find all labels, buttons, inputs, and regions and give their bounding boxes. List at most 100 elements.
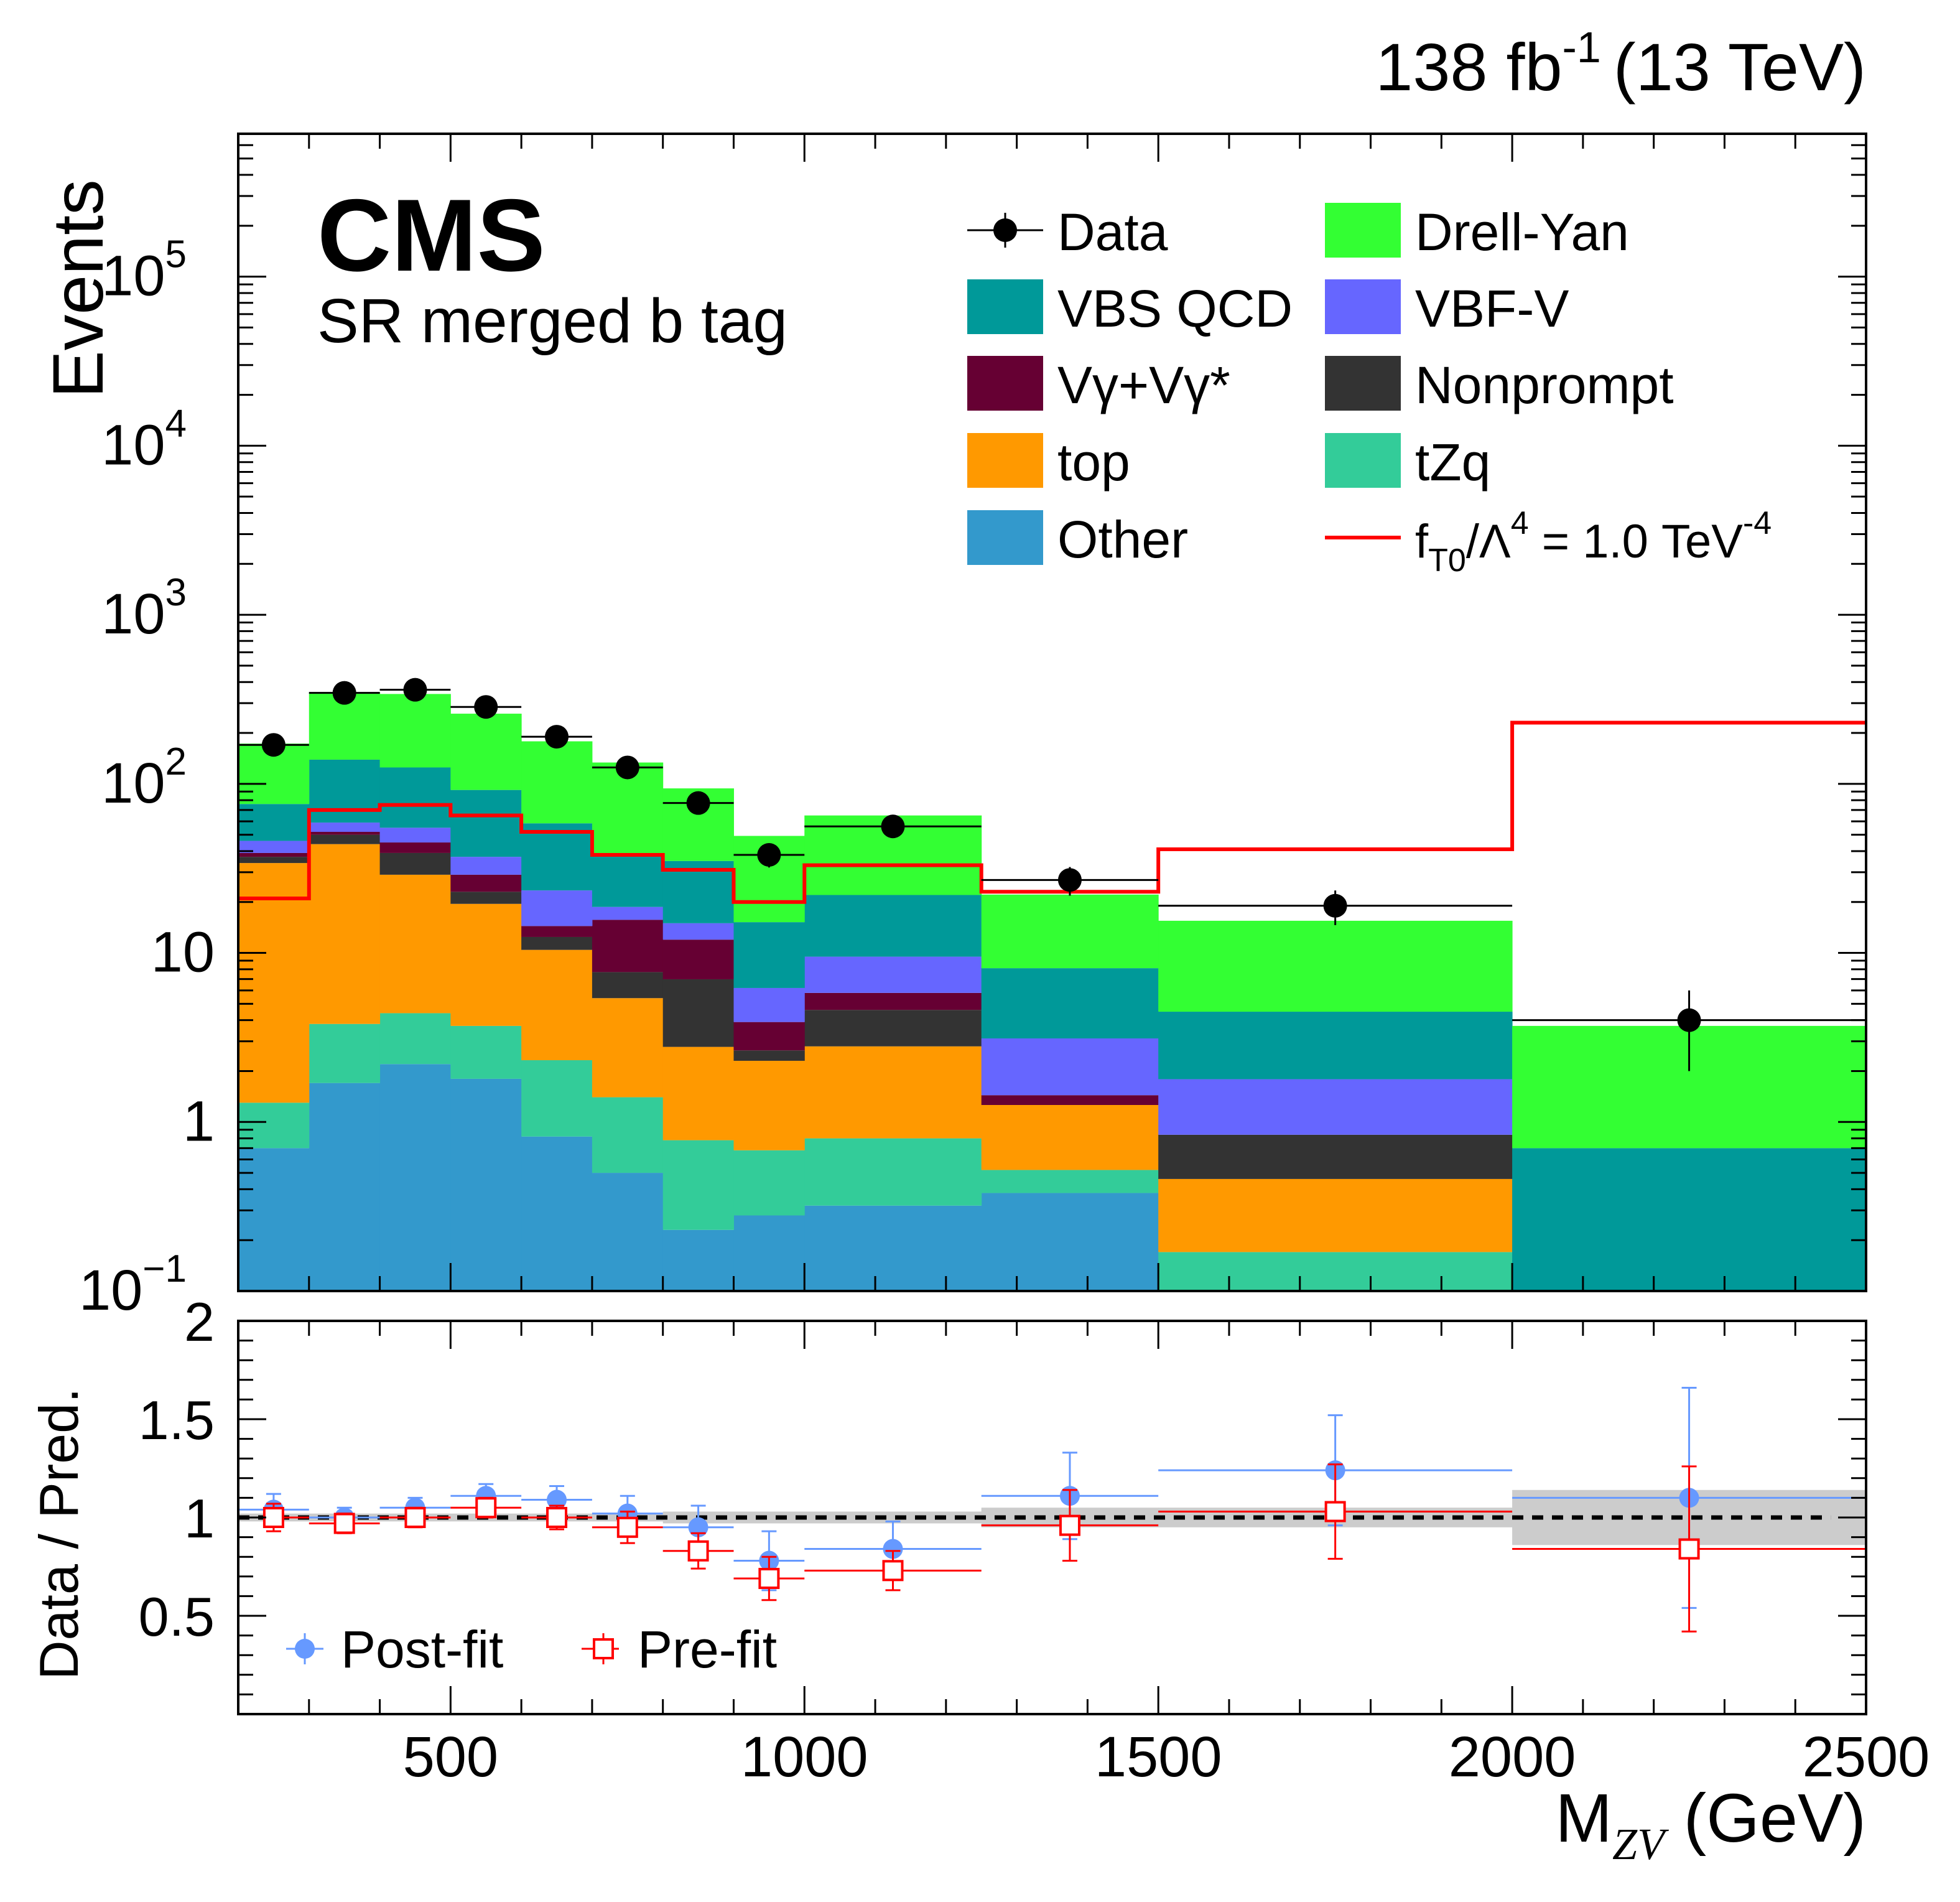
legend-top: Data Drell-Yan VBS QCD VBF-V Vγ+Vγ* Nonprompt… xyxy=(967,203,1772,579)
legend-bsm-label: fT0/Λ4 = 1.0 TeV-4 xyxy=(1415,505,1772,579)
legend-bsm-label-part-2: /Λ xyxy=(1466,515,1511,568)
data-point-6 xyxy=(686,791,710,815)
bar-nonprompt-bin-0 xyxy=(238,857,310,864)
bar-top-bin-0 xyxy=(238,863,310,1103)
top-ytick-label-1: 1 xyxy=(183,1089,215,1153)
pre-fit-point-11 xyxy=(1678,1538,1700,1560)
bar-tzq-bin-2 xyxy=(379,1013,451,1065)
top-ytick-label-2: 10 xyxy=(151,921,215,984)
data-point-3 xyxy=(474,695,498,719)
top-ytick-label-5: 104 xyxy=(101,402,187,477)
bar-vbf-v-bin-1 xyxy=(309,823,381,832)
bar-top-bin-2 xyxy=(379,874,451,1014)
legend-tzq-label: tZq xyxy=(1415,433,1490,492)
bar-vbf-v-bin-4 xyxy=(521,890,593,926)
bar-vbs-qcd-bin-2 xyxy=(379,767,451,828)
legend-pre-fit-marker xyxy=(593,1638,614,1659)
bar-vbs-qcd-bin-4 xyxy=(521,823,593,891)
bar-top-bin-6 xyxy=(662,1047,734,1140)
bar-v-v-bin-6 xyxy=(662,939,734,979)
bar-nonprompt-bin-6 xyxy=(662,979,734,1047)
bar-tzq-bin-0 xyxy=(238,1103,310,1149)
pre-fit-point-2 xyxy=(404,1507,426,1528)
bar-top-bin-4 xyxy=(521,949,593,1060)
bar-vbs-qcd-bin-5 xyxy=(592,853,664,907)
pre-fit-point-9 xyxy=(1059,1514,1080,1536)
bar-tzq-bin-10 xyxy=(1158,1252,1513,1291)
legend-v-v-swatch xyxy=(967,356,1043,411)
bar-v-v-bin-5 xyxy=(592,920,664,972)
bar-v-v-bin-4 xyxy=(521,926,593,937)
xtick-label-2: 1500 xyxy=(1095,1725,1222,1789)
bar-drell-yan-bin-3 xyxy=(450,714,522,790)
legend-vbf-v-label: VBF-V xyxy=(1415,279,1569,338)
experiment-label: CMS xyxy=(317,178,546,292)
bar-nonprompt-bin-8 xyxy=(804,1010,982,1047)
bar-other-bin-9 xyxy=(981,1193,1159,1291)
bar-other-bin-5 xyxy=(592,1173,664,1291)
data-point-1 xyxy=(332,681,356,705)
pre-fit-point-3 xyxy=(475,1497,497,1519)
bar-tzq-bin-9 xyxy=(981,1170,1159,1193)
bar-other-bin-6 xyxy=(662,1229,734,1291)
bar-other-bin-1 xyxy=(309,1083,381,1291)
top-ytick-label-3: 102 xyxy=(101,740,187,815)
top-ytick-label-4: 103 xyxy=(101,571,187,646)
data-point-8 xyxy=(881,814,905,839)
data-point-5 xyxy=(615,755,639,780)
bar-v-v-bin-9 xyxy=(981,1095,1159,1105)
xtick-label-3: 2000 xyxy=(1449,1725,1576,1789)
bar-vbf-v-bin-5 xyxy=(592,907,664,920)
legend-bsm-label-part-4: = 1.0 TeV xyxy=(1529,515,1744,568)
pre-fit-point-0 xyxy=(262,1507,284,1528)
pre-fit-point-6 xyxy=(687,1540,709,1562)
pre-fit-point-10 xyxy=(1324,1501,1346,1522)
legend-top-label: top xyxy=(1057,433,1130,492)
ratio-ytick-label-3: 2 xyxy=(184,1291,215,1353)
legend-nonprompt-swatch xyxy=(1325,356,1401,411)
bar-top-bin-1 xyxy=(309,844,381,1024)
top-ytick-label-0: 10−1 xyxy=(79,1247,187,1322)
bar-drell-yan-bin-9 xyxy=(981,894,1159,969)
legend-top-swatch xyxy=(967,433,1043,488)
uncertainty-band-bin-8 xyxy=(804,1511,982,1524)
legend-other-swatch xyxy=(967,510,1043,565)
bar-v-v-bin-2 xyxy=(379,842,451,853)
bar-vbf-v-bin-7 xyxy=(733,987,805,1022)
bar-v-v-bin-7 xyxy=(733,1022,805,1051)
bar-vbs-qcd-bin-8 xyxy=(804,895,982,957)
bar-nonprompt-bin-1 xyxy=(309,834,381,844)
legend-tzq-swatch xyxy=(1325,433,1401,488)
data-point-7 xyxy=(757,843,781,867)
bar-v-v-bin-1 xyxy=(309,831,381,835)
x-axis-title-suffix: (GeV) xyxy=(1665,1780,1866,1857)
bar-top-bin-9 xyxy=(981,1104,1159,1170)
legend-other-label: Other xyxy=(1057,510,1188,569)
bar-vbs-qcd-bin-7 xyxy=(733,922,805,988)
bar-v-v-bin-3 xyxy=(450,874,522,892)
data-point-2 xyxy=(403,678,427,702)
x-axis-title-sub: ZV xyxy=(1612,1819,1669,1869)
y-axis-title-ratio: Data / Pred. xyxy=(28,1387,90,1680)
data-point-11 xyxy=(1677,1008,1701,1032)
bar-v-v-bin-0 xyxy=(238,852,310,857)
legend-bsm-label-part-3: 4 xyxy=(1511,505,1529,541)
bar-tzq-bin-4 xyxy=(521,1060,593,1137)
legend-bsm-label-part-0: f xyxy=(1415,515,1429,568)
bar-tzq-bin-8 xyxy=(804,1138,982,1206)
bar-vbs-qcd-bin-11 xyxy=(1512,1148,1867,1291)
top-ytick-exponent-3: 2 xyxy=(165,740,187,783)
lumi-label: 138 fb-1 (13 TeV) xyxy=(1375,23,1866,105)
pre-fit-point-7 xyxy=(758,1567,780,1589)
bar-nonprompt-bin-5 xyxy=(592,972,664,999)
uncertainty-band-bin-7 xyxy=(733,1511,805,1524)
bar-other-bin-2 xyxy=(379,1064,451,1291)
lumi-suffix: (13 TeV) xyxy=(1614,29,1866,105)
bar-tzq-bin-1 xyxy=(309,1023,381,1083)
xtick-label-4: 2500 xyxy=(1803,1725,1930,1789)
legend-bsm-label-part-5: -4 xyxy=(1743,505,1772,541)
legend-vbs-qcd-label: VBS QCD xyxy=(1057,279,1293,338)
bar-top-bin-3 xyxy=(450,903,522,1026)
